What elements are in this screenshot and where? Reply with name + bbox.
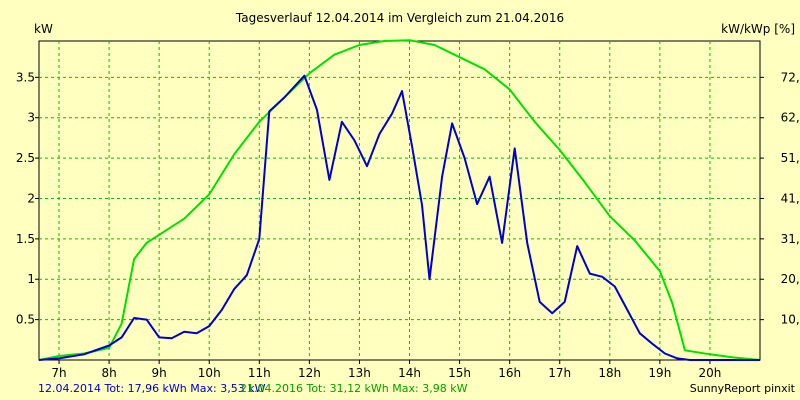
x-tick-label: 11h	[248, 366, 271, 380]
y-tick-label-left: 1.5	[16, 232, 35, 246]
y-tick-label-left: 1	[27, 272, 35, 286]
y-tick-label-right: 41,3	[781, 191, 800, 205]
y-axis-right-label: kW/kWp [%]	[721, 22, 795, 36]
x-tick-label: 16h	[498, 366, 521, 380]
y-tick-label-right: 31,0	[781, 232, 800, 246]
series-line-2	[38, 74, 760, 361]
y-tick-label-left: 0.5	[16, 313, 35, 327]
y-tick-label-right: 62,0	[781, 111, 800, 125]
x-tick-label: 12h	[298, 366, 321, 380]
legend-series-2: 21.04.2016 Tot: 31,12 kWh Max: 3,98 kW	[240, 382, 468, 395]
x-tick-label: 7h	[51, 366, 66, 380]
x-tick-label: 14h	[398, 366, 421, 380]
y-tick-label-right: 10,3	[781, 313, 800, 327]
x-tick-label: 10h	[198, 366, 221, 380]
x-tick-label: 18h	[598, 366, 621, 380]
tick-layer: 7h 8h 9h 10h 11h 12h 13h 14h 15h 16h 17h 18h 19h 20h 0…	[16, 70, 800, 380]
legend-series-1: 12.04.2014 Tot: 17,96 kWh Max: 3,53 kW	[38, 382, 266, 395]
y-tick-label-right: 20,7	[781, 272, 800, 286]
series-layer	[38, 39, 761, 361]
y-tick-label-left: 3.5	[16, 70, 35, 84]
plot-area	[38, 40, 761, 361]
x-tick-label: 15h	[448, 366, 471, 380]
y-tick-label-right: 72,3	[781, 70, 800, 84]
x-tick-label: 19h	[648, 366, 671, 380]
grid	[39, 41, 760, 360]
x-tick-label: 17h	[548, 366, 571, 380]
y-tick-label-left: 2.5	[16, 151, 35, 165]
y-tick-label-right: 51,7	[781, 151, 800, 165]
x-tick-label: 20h	[698, 366, 721, 380]
x-tick-label: 13h	[348, 366, 371, 380]
chart-title: Tagesverlauf 12.04.2014 im Vergleich zum…	[235, 11, 564, 25]
x-tick-label: 8h	[101, 366, 116, 380]
series-line-1	[38, 39, 761, 361]
y-axis-left-label: kW	[34, 22, 53, 36]
brand-label: SunnyReport pinxit	[690, 382, 796, 395]
y-tick-label-left: 2	[27, 191, 35, 205]
x-tick-label: 9h	[152, 366, 167, 380]
y-tick-label-left: 3	[27, 111, 35, 125]
